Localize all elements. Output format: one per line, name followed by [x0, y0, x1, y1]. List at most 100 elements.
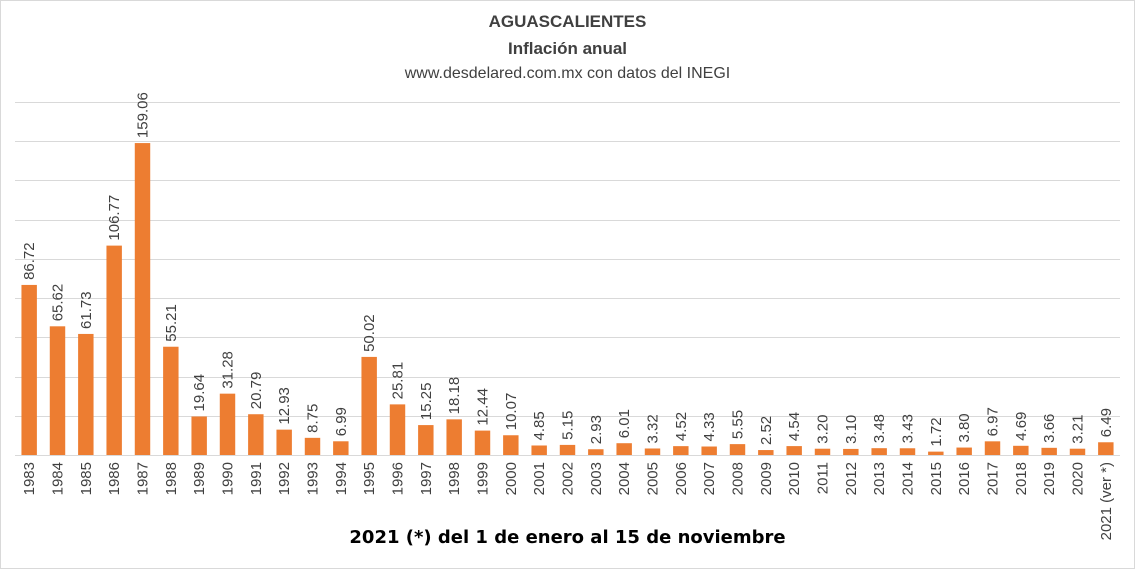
bar-2015 [928, 451, 944, 455]
data-label: 20.79 [248, 372, 265, 410]
x-tick-label: 1984 [50, 462, 67, 495]
data-label: 5.15 [560, 411, 577, 440]
bar-2021 (ver *) [1098, 442, 1114, 455]
x-tick-label: 1994 [333, 462, 350, 495]
data-label: 10.07 [503, 393, 520, 431]
x-tick-label: 2017 [985, 462, 1002, 495]
x-tick-label: 1999 [475, 462, 492, 495]
bar-1999 [474, 430, 491, 455]
x-tick-label: 2018 [1013, 462, 1030, 495]
bar-2006 [673, 446, 689, 455]
bar-1998 [446, 419, 462, 455]
x-tick-label: 2004 [616, 462, 633, 495]
data-label: 5.55 [730, 410, 747, 439]
bar-1997 [418, 425, 434, 455]
data-label: 4.52 [673, 412, 690, 441]
data-label: 31.28 [220, 351, 237, 389]
x-tick-label: 2010 [786, 462, 803, 495]
bar-2018 [1013, 445, 1029, 455]
chart-source: www.desdelared.com.mx con datos del INEG… [404, 65, 731, 82]
bar-1990 [219, 393, 236, 455]
bar-2012 [843, 448, 859, 455]
bar-2002 [559, 444, 576, 455]
data-label: 3.80 [956, 413, 973, 442]
bar-2013 [871, 448, 887, 455]
footnote: 2021 (*) del 1 de enero al 15 de noviemb… [349, 527, 786, 548]
data-label: 6.99 [333, 407, 350, 436]
bar-1993 [304, 437, 321, 455]
data-label: 4.69 [1013, 412, 1030, 441]
bar-2004 [616, 443, 632, 455]
data-label: 18.18 [446, 377, 463, 415]
data-label: 65.62 [50, 284, 67, 322]
x-tick-label: 2001 [531, 462, 548, 495]
x-tick-label: 1992 [276, 462, 293, 495]
data-label: 6.49 [1098, 408, 1115, 437]
data-label: 3.32 [645, 414, 662, 443]
data-label: 15.25 [418, 383, 435, 421]
data-label: 12.93 [276, 387, 293, 425]
bar-2000 [503, 435, 519, 455]
x-tick-label: 1986 [106, 462, 123, 495]
x-tick-label: 1997 [418, 462, 435, 495]
bar-1984 [49, 326, 66, 455]
bar-1995 [361, 356, 377, 455]
data-label: 19.64 [191, 374, 208, 412]
bar-2003 [588, 449, 604, 455]
data-label: 55.21 [163, 304, 180, 342]
data-label: 61.73 [78, 291, 95, 329]
bar-2014 [899, 448, 916, 455]
data-label: 25.81 [390, 362, 407, 400]
x-tick-label: 2021 (ver *) [1098, 462, 1115, 540]
x-tick-label: 1993 [305, 462, 322, 495]
x-tick-label: 1995 [361, 462, 378, 495]
data-label: 6.01 [616, 409, 633, 438]
x-tick-label: 1988 [163, 462, 180, 495]
x-tick-label: 2011 [815, 462, 832, 494]
data-label: 2.93 [588, 415, 605, 444]
x-tick-label: 2014 [900, 462, 917, 495]
bar-1996 [389, 404, 406, 455]
bar-2001 [531, 445, 547, 455]
data-label: 3.10 [843, 415, 860, 444]
bar-1989 [191, 416, 207, 455]
x-tick-label: 1983 [21, 462, 38, 495]
x-tick-label: 2000 [503, 462, 520, 495]
x-tick-label: 2015 [928, 462, 945, 495]
x-tick-label: 1990 [220, 462, 237, 495]
x-tick-label: 1987 [135, 462, 152, 495]
bar-2020 [1069, 448, 1086, 455]
x-tick-label: 2005 [645, 462, 662, 495]
x-tick-label: 2007 [701, 462, 718, 495]
data-label: 2.52 [758, 416, 775, 445]
x-tick-label: 2019 [1041, 462, 1058, 495]
bar-2009 [758, 450, 774, 455]
x-tick-label: 2008 [730, 462, 747, 495]
bar-2016 [956, 447, 972, 455]
data-label: 3.43 [900, 414, 917, 443]
data-label: 4.54 [786, 412, 803, 441]
bar-2005 [644, 448, 661, 455]
bar-1986 [106, 245, 122, 455]
bar-1985 [78, 333, 94, 455]
data-label: 4.33 [701, 412, 718, 441]
data-label: 86.72 [21, 242, 38, 280]
bar-2007 [701, 446, 717, 455]
x-tick-label: 1996 [390, 462, 407, 495]
x-tick-label: 2003 [588, 462, 605, 495]
x-tick-label: 1989 [191, 462, 208, 495]
data-label: 4.85 [531, 411, 548, 440]
bar-2008 [729, 444, 746, 455]
data-label: 106.77 [106, 195, 123, 241]
bar-1994 [333, 441, 349, 455]
x-tick-label: 2006 [673, 462, 690, 495]
data-label: 6.97 [985, 407, 1002, 436]
x-tick-label: 2016 [956, 462, 973, 495]
bar-1983 [21, 284, 37, 455]
bar-2019 [1041, 447, 1057, 455]
bar-1988 [163, 346, 179, 455]
data-label: 50.02 [361, 314, 378, 352]
x-tick-label: 2012 [843, 462, 860, 495]
